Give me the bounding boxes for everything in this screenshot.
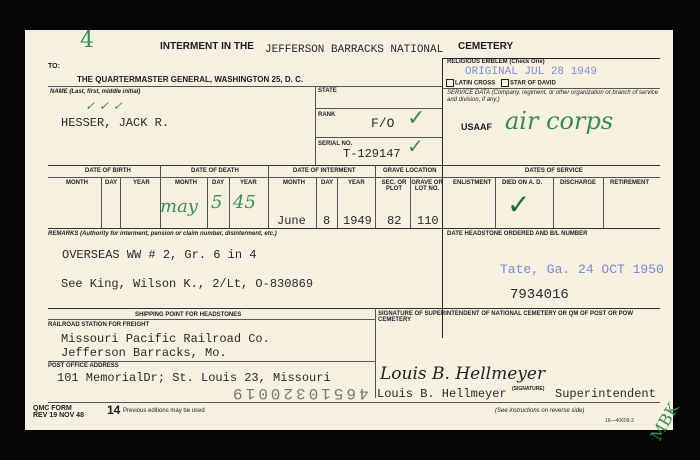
name-label: NAME (Last, first, middle initial) — [50, 89, 141, 95]
grave-label: GRAVE LOCATION — [383, 168, 437, 174]
check-icon: ✓ — [407, 106, 426, 131]
col-header: GRAVE OR LOT NO. — [411, 180, 443, 192]
death-year: 45 — [233, 192, 256, 213]
name-value: HESSER, JACK R. — [61, 116, 170, 130]
to-label: TO: — [48, 63, 60, 70]
rank-value: F/O — [371, 116, 395, 131]
instructions-note: (See instructions on reverse side) — [495, 408, 585, 414]
original-stamp: ORIGINAL JUL 28 1949 — [465, 66, 598, 78]
grave-section: 82 — [387, 214, 402, 228]
dod-label: DATE OF DEATH — [191, 168, 239, 174]
form-id: QMC FORM REV 19 NOV 48 — [33, 405, 84, 419]
signature-label: SIGNATURE OF SUPERINTENDENT OF NATIONAL … — [378, 311, 634, 323]
col-header: SEC. OR PLOT — [381, 180, 407, 192]
remarks-line-2: See King, Wilson K., 2/Lt, O-830869 — [61, 277, 314, 291]
superintendent-title: Superintendent — [555, 387, 656, 401]
signature-image: Louis B. Hellmeyer — [380, 364, 546, 384]
title-prefix: INTERMENT IN THE — [160, 41, 254, 52]
check-marks: ✓ ✓ ✓ — [85, 99, 123, 113]
railroad-line-2: Jefferson Barracks, Mo. — [61, 346, 227, 360]
check-icon: ✓ — [407, 134, 424, 158]
railroad-label: RAILROAD STATION FOR FREIGHT — [48, 322, 150, 328]
form-code: 16—40609-2 — [605, 418, 634, 424]
serial-label: SERIAL NO. — [318, 141, 353, 147]
interment-month: June — [277, 214, 306, 228]
serial-value: T-129147 — [343, 147, 401, 161]
interment-card: 4 INTERMENT IN THE JEFFERSON BARRACKS NA… — [25, 28, 683, 444]
handwritten-service: air corps — [505, 107, 614, 135]
religious-emblem-label: RELIGIOUS EMBLEM (Check One) — [447, 59, 545, 65]
post-office-label: POST OFFICE ADDRESS — [48, 363, 119, 369]
headstone-stamp: Tate, Ga. 24 OCT 1950 — [500, 262, 664, 277]
title-suffix: CEMETERY — [458, 41, 514, 52]
headstone-label: DATE HEADSTONE ORDERED AND B/L NUMBER — [447, 231, 588, 237]
death-day: 5 — [211, 192, 223, 213]
col-header: DAY — [105, 180, 118, 186]
col-header: RETIREMENT — [610, 180, 649, 186]
col-header: MONTH — [175, 180, 197, 186]
superintendent-name: Louis B. Hellmeyer — [377, 387, 507, 401]
shipping-label: SHIPPING POINT FOR HEADSTONES — [135, 312, 242, 318]
dob-label: DATE OF BIRTH — [85, 168, 131, 174]
died-on-ad-check-icon: ✓ — [507, 188, 531, 221]
col-header: DAY — [321, 180, 334, 186]
editions-note: Previous editions may be used — [123, 408, 205, 414]
service-data-label: SERVICE DATA (Company, regiment, or othe… — [447, 90, 659, 103]
railroad-line-1: Missouri Pacific Railroad Co. — [61, 332, 270, 346]
col-header: YEAR — [348, 180, 365, 186]
stamped-number: 46510320019 — [230, 384, 369, 402]
death-month: may — [160, 196, 198, 217]
col-header: YEAR — [240, 180, 257, 186]
checkbox-star-of-david[interactable]: STAR OF DAVID — [501, 79, 556, 88]
cemetery-name: JEFFERSON BARRACKS NATIONAL — [265, 44, 444, 56]
col-header: DISCHARGE — [560, 180, 597, 186]
rank-label: RANK — [318, 112, 336, 118]
service-data-value: USAAF — [461, 122, 492, 132]
col-header: DAY — [212, 180, 225, 186]
interment-year: 1949 — [343, 214, 372, 228]
post-office-address: 101 MemorialDr; St. Louis 23, Missouri — [57, 371, 331, 385]
col-header: MONTH — [66, 180, 88, 186]
addressee: THE QUARTERMASTER GENERAL, WASHINGTON 25… — [77, 75, 304, 84]
checkbox-latin-cross[interactable]: LATIN CROSS — [446, 79, 495, 88]
col-header: MONTH — [283, 180, 305, 186]
col-header: YEAR — [133, 180, 150, 186]
col-header: ENLISTMENT — [453, 180, 492, 186]
remarks-line-1: OVERSEAS WW # 2, Gr. 6 in 4 — [62, 248, 257, 262]
interment-day: 8 — [323, 214, 331, 228]
remarks-label: REMARKS (Authority for interment, pensio… — [48, 231, 277, 237]
bl-number: 7934016 — [510, 287, 569, 303]
state-label: STATE — [318, 88, 337, 94]
handwritten-initials: MBK — [646, 399, 683, 444]
grave-lot: 110 — [417, 214, 439, 228]
form-number: 14 — [107, 403, 121, 417]
doi-label: DATE OF INTERMENT — [293, 168, 356, 174]
signature-sublabel: (SIGNATURE) — [512, 386, 545, 392]
col-header: DIED ON A. D. — [502, 180, 543, 186]
handwritten-mark: 4 — [80, 28, 94, 53]
service-dates-label: DATES OF SERVICE — [525, 168, 583, 174]
